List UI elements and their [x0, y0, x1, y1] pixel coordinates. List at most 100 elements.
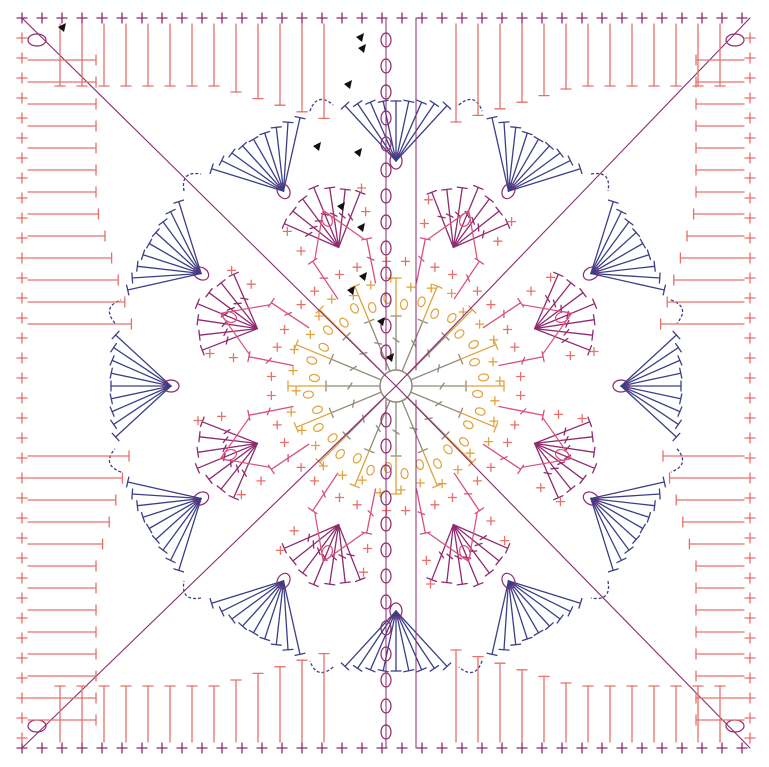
double-crochet-stitch: [289, 523, 340, 566]
single-crochet-stitch: [16, 232, 28, 244]
stitch-post: [620, 385, 681, 413]
chain-oval: [321, 544, 334, 560]
double-crochet-stitch: [620, 355, 683, 387]
double-crochet-stitch: [452, 523, 511, 554]
double-crochet-stitch: [274, 23, 286, 106]
single-crochet-stitch: [495, 376, 505, 386]
single-crochet-stitch: [16, 252, 28, 264]
single-crochet-stitch: [305, 329, 315, 340]
single-crochet-stitch: [56, 12, 68, 24]
double-crochet-stitch: [422, 283, 443, 322]
start-marker-icon: [354, 148, 362, 157]
double-crochet-stitch: [675, 494, 745, 506]
single-crochet-stitch: [16, 392, 28, 404]
double-crochet-stitch: [325, 380, 380, 392]
double-crochet-stitch: [450, 649, 462, 743]
stitch-post: [444, 308, 474, 338]
single-crochet-stitch: [565, 350, 576, 361]
single-crochet-stitch: [396, 12, 408, 24]
stitch-post: [507, 580, 517, 646]
single-crochet-stitch: [316, 742, 328, 754]
stitch-post: [533, 436, 594, 445]
double-crochet-stitch: [27, 318, 133, 330]
single-crochet-stitch: [226, 265, 237, 276]
stitch-post: [127, 481, 202, 500]
double-crochet-stitch: [620, 385, 682, 430]
single-crochet-stitch: [696, 742, 708, 754]
single-crochet-stitch: [696, 12, 708, 24]
chain-oval: [469, 357, 480, 367]
stitch-top: [510, 126, 522, 129]
single-crochet-stitch: [415, 478, 425, 488]
stitch-post: [112, 385, 172, 426]
double-crochet-stitch: [125, 272, 202, 296]
double-crochet-stitch: [460, 339, 499, 360]
chain-oval: [302, 390, 314, 399]
stitch-post: [620, 385, 680, 426]
double-crochet-stitch: [692, 208, 745, 220]
stitch-post: [422, 285, 438, 322]
double-crochet-stitch: [695, 692, 745, 704]
petal-outline: [314, 209, 365, 261]
double-crochet-stitch: [714, 23, 726, 87]
single-crochet-stitch: [656, 742, 668, 754]
stitch-top: [125, 284, 130, 296]
stitch-post: [453, 472, 480, 512]
double-crochet-stitch: [695, 648, 745, 660]
stitch-tick: [445, 213, 454, 218]
double-crochet-stitch: [198, 327, 259, 341]
single-crochet-stitch: [296, 742, 308, 754]
chain-oval: [192, 491, 210, 506]
double-crochet-stitch: [411, 353, 464, 381]
stitch-top: [591, 329, 594, 341]
stitch-top: [324, 582, 336, 586]
stitch-post: [282, 121, 289, 192]
start-marker-icon: [359, 272, 367, 281]
double-crochet-stitch: [533, 271, 564, 330]
stitch-top: [109, 393, 113, 405]
double-crochet-stitch: [142, 685, 154, 743]
double-crochet-stitch: [27, 494, 117, 506]
stitch-top: [248, 629, 259, 636]
double-crochet-stitch: [282, 121, 294, 192]
stitch-post: [248, 356, 294, 367]
stitch-post: [503, 121, 510, 192]
single-crochet-stitch: [430, 262, 440, 272]
stitch-top: [632, 228, 641, 237]
corner-diagonal: [21, 385, 397, 749]
double-crochet-stitch: [259, 130, 285, 192]
single-crochet-stitch: [279, 324, 290, 335]
stitch-top: [607, 568, 619, 573]
stitch-post: [507, 126, 517, 192]
double-crochet-stitch: [282, 580, 306, 657]
double-crochet-stitch: [27, 76, 97, 88]
single-crochet-stitch: [496, 742, 508, 754]
stitch-top: [136, 500, 139, 512]
single-crochet-stitch: [616, 12, 628, 24]
chain-oval: [430, 308, 440, 320]
stitch-top: [677, 406, 683, 417]
double-crochet-stitch: [590, 497, 634, 554]
single-crochet-stitch: [744, 132, 756, 144]
double-crochet-stitch: [620, 342, 682, 387]
stitch-post: [533, 327, 594, 336]
stitch-top: [228, 495, 239, 501]
stitch-top: [238, 622, 247, 631]
double-crochet-stitch: [27, 648, 97, 660]
single-crochet-stitch: [458, 307, 468, 317]
single-crochet-stitch: [744, 172, 756, 184]
stitch-post: [590, 497, 656, 507]
double-crochet-stitch: [498, 121, 510, 192]
stitch-tick: [564, 435, 569, 444]
stitch-tick: [265, 357, 272, 364]
stitch-top: [267, 297, 275, 308]
single-crochet-stitch: [396, 742, 408, 754]
double-crochet-stitch: [590, 249, 652, 275]
double-crochet-stitch: [208, 23, 220, 87]
single-crochet-stitch: [376, 12, 388, 24]
chain-oval: [472, 389, 484, 399]
double-crochet-stitch: [390, 610, 402, 672]
double-crochet-stitch: [228, 580, 285, 624]
single-crochet-stitch: [396, 485, 406, 495]
single-crochet-stitch: [279, 437, 290, 448]
